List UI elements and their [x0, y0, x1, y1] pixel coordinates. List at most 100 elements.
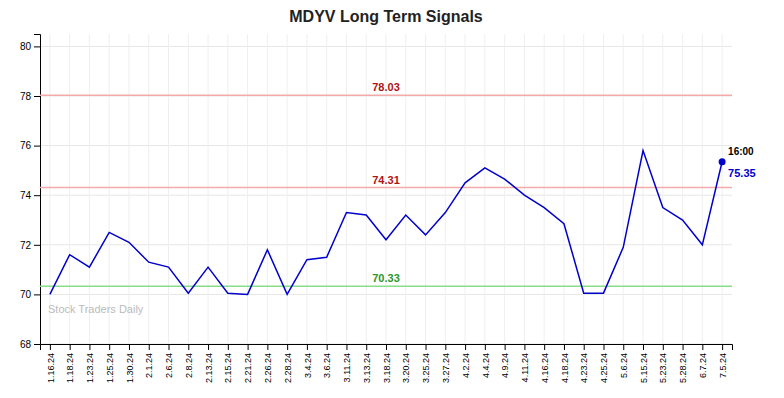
tick-mark: [485, 344, 486, 350]
tick: 2.26.24: [263, 344, 273, 383]
tick-mark: [544, 344, 545, 350]
tick-mark: [208, 344, 209, 350]
tick: 76: [20, 140, 40, 151]
grid-line: [267, 34, 268, 344]
value-label: 75.35: [728, 167, 756, 179]
tick-label: 4.25.24: [599, 353, 609, 383]
tick-mark: [50, 344, 51, 350]
grid-line: [89, 34, 90, 344]
tick: 4.25.24: [599, 344, 609, 383]
tick: 4.2.24: [461, 344, 471, 378]
reference-label: 78.03: [372, 81, 400, 93]
tick: 1.25.24: [105, 344, 115, 383]
reference-line: [40, 187, 732, 189]
tick-mark: [287, 344, 288, 350]
grid-line: [326, 34, 327, 344]
tick: 3.11.24: [342, 344, 352, 382]
grid-line: [405, 34, 406, 344]
grid-line: [623, 34, 624, 344]
line: [50, 151, 722, 295]
grid-line: [425, 34, 426, 344]
tick-label: 4.2.24: [461, 353, 471, 378]
grid-line: [188, 34, 189, 344]
tick-label: 6.7.24: [698, 353, 708, 378]
grid-line: [465, 34, 466, 344]
tick: 5.23.24: [658, 344, 668, 383]
tick-label: 2.21.24: [243, 353, 253, 383]
tick: 1.30.24: [125, 344, 135, 383]
grid-line: [306, 34, 307, 344]
tick-mark: [426, 344, 427, 350]
tick: 5.28.24: [678, 344, 688, 383]
tick-label: 4.11.24: [520, 353, 530, 382]
grid-line: [702, 34, 703, 344]
tick: 2.6.24: [164, 344, 174, 378]
tick: 4.18.24: [560, 344, 570, 383]
grid-line: [524, 34, 525, 344]
tick-label: 4.4.24: [481, 353, 491, 378]
tick-mark: [109, 344, 110, 350]
title: MDYV Long Term Signals: [289, 8, 483, 25]
tick: 2.21.24: [243, 344, 253, 383]
tick: 4.16.24: [540, 344, 550, 383]
tick-label: 2.28.24: [283, 353, 293, 383]
grid-line: [544, 34, 545, 344]
tick-label: 70: [20, 289, 32, 300]
tick-label: 5.28.24: [678, 353, 688, 383]
tick: 3.4.24: [303, 344, 313, 378]
tick-mark: [406, 344, 407, 350]
grid-line: [346, 34, 347, 344]
grid: [40, 34, 732, 344]
tick-mark: [722, 344, 723, 350]
tick: 5.15.24: [639, 344, 649, 383]
watermark: Stock Traders Daily: [48, 303, 144, 315]
tick: 6.7.24: [698, 344, 708, 378]
tick: 3.6.24: [322, 344, 332, 378]
tick-mark: [564, 344, 565, 350]
grid-line: [247, 34, 248, 344]
tick-mark: [129, 344, 130, 350]
tick-label: 72: [20, 240, 32, 251]
grid-line: [227, 34, 228, 344]
grid-line: [445, 34, 446, 344]
labels: 78.03 74.31 70.33 16:00 75.35 Stock Traders D…: [48, 81, 756, 315]
grid-line: [722, 34, 723, 344]
tick: 1.23.24: [85, 344, 95, 383]
grid-line: [583, 34, 584, 344]
tick: 1.16.24: [46, 344, 56, 383]
reference-label: 74.31: [372, 174, 400, 186]
tick-mark: [465, 344, 466, 350]
annotation: 16:00: [728, 146, 754, 157]
tick-label: 4.23.24: [579, 353, 589, 383]
tick-label: 3.13.24: [362, 353, 372, 383]
grid-line: [484, 34, 485, 344]
tick-mark: [702, 344, 703, 350]
tick: 7.5.24: [718, 344, 728, 378]
tick-label: 1.16.24: [46, 353, 56, 383]
marks: [40, 95, 732, 294]
tick-label: 2.6.24: [164, 353, 174, 378]
reference-label: 70.33: [372, 272, 400, 284]
tick-mark: [34, 245, 40, 246]
last-point: [719, 158, 726, 165]
tick-mark: [34, 96, 40, 97]
tick-label: 78: [20, 91, 32, 102]
tick-label: 4.18.24: [560, 353, 570, 383]
tick-mark: [149, 344, 150, 350]
tick-mark: [89, 344, 90, 350]
tick-label: 1.23.24: [85, 353, 95, 383]
grid-line: [287, 34, 288, 344]
tick-label: 3.18.24: [382, 353, 392, 383]
tick-label: 3.20.24: [401, 353, 411, 383]
grid-line: [49, 34, 50, 344]
tick-label: 2.26.24: [263, 353, 273, 383]
grid-line: [208, 34, 209, 344]
grid-line: [504, 34, 505, 344]
tick-label: 5.6.24: [619, 353, 629, 378]
tick: 3.20.24: [401, 344, 411, 383]
tick-mark: [505, 344, 506, 350]
grid-line: [366, 34, 367, 344]
tick: 70: [20, 289, 40, 300]
tick-mark: [34, 146, 40, 147]
tick: 74: [20, 190, 40, 201]
